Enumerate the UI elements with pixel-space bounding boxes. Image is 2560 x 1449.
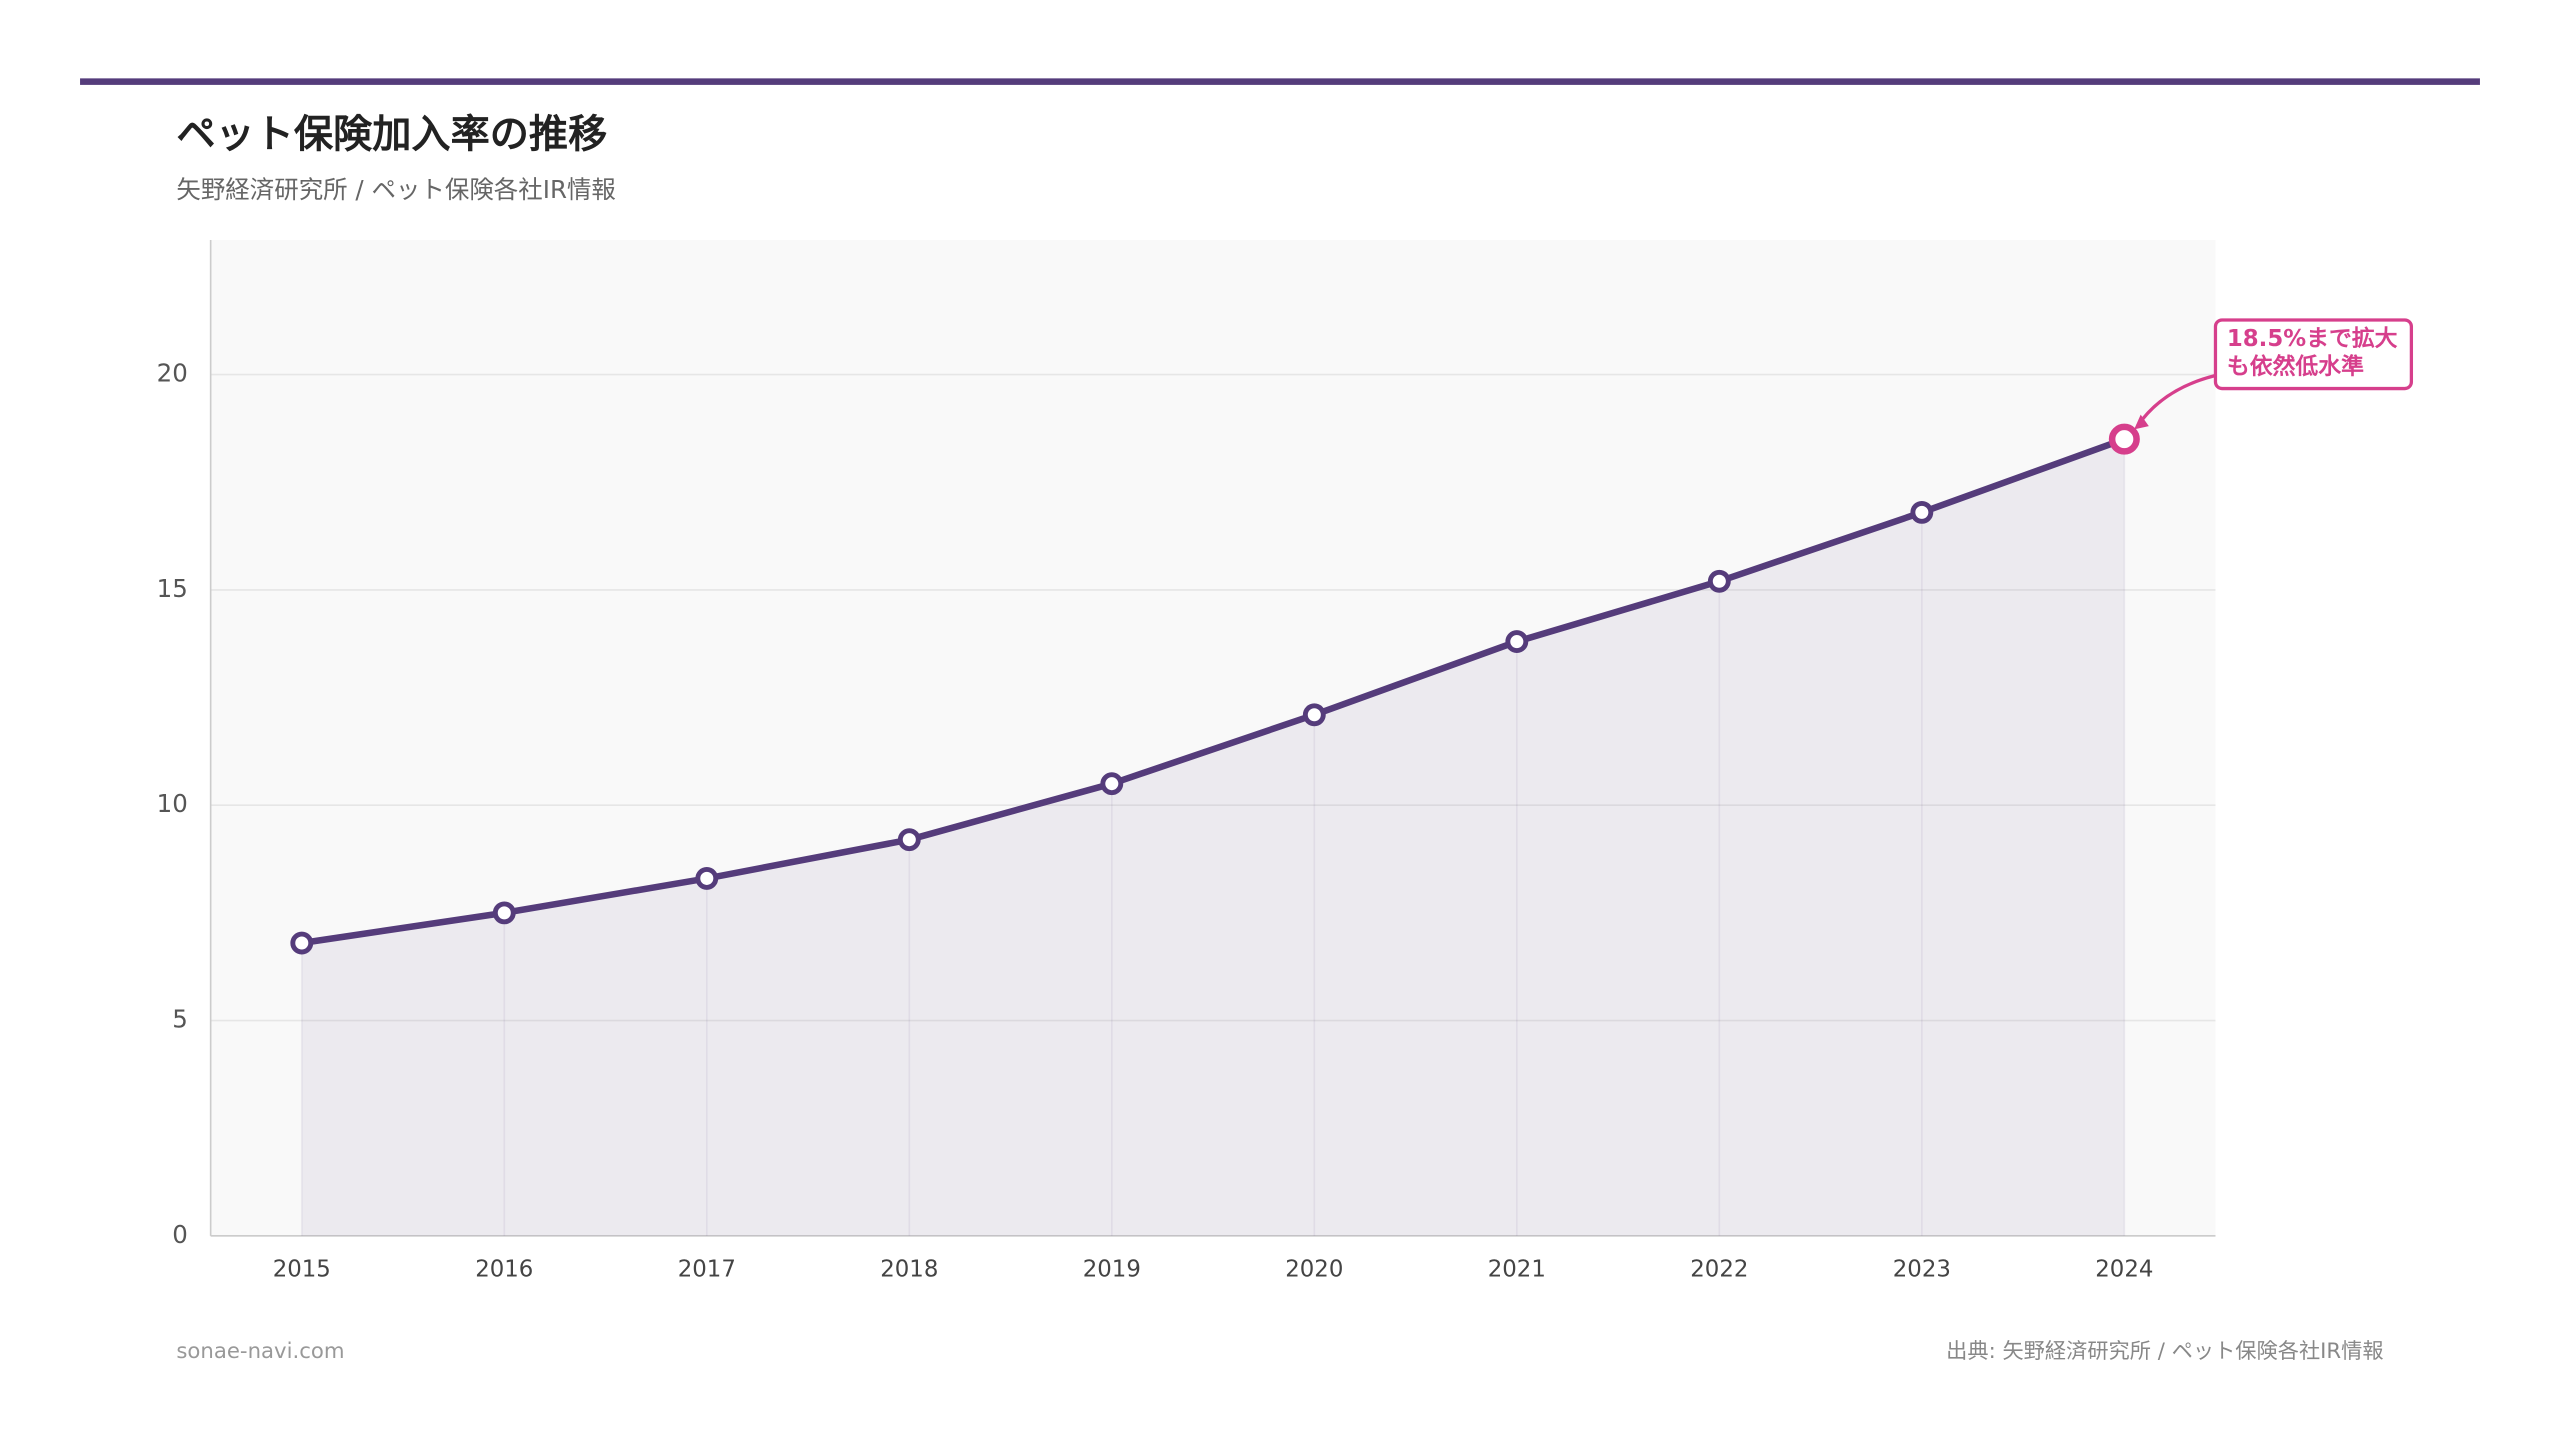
y-tick-label: 15	[157, 574, 188, 603]
y-tick-label: 20	[157, 359, 188, 388]
chart-subtitle: 矢野経済研究所 / ペット保険各社IR情報	[176, 175, 616, 204]
x-tick-label: 2020	[1285, 1257, 1343, 1283]
annotation-arrowhead	[2134, 414, 2149, 430]
point	[2108, 423, 2140, 455]
point	[1302, 703, 1326, 727]
point	[492, 901, 516, 925]
x-tick-label: 2019	[1083, 1257, 1141, 1283]
x-tick-label: 2024	[2095, 1257, 2153, 1283]
footer-left: sonae-navi.com	[176, 1339, 344, 1364]
y-tick-label: 10	[157, 789, 188, 818]
footer-right: 出典: 矢野経済研究所 / ペット保険各社IR情報	[1946, 1339, 2383, 1364]
y-tick-label: 5	[172, 1005, 188, 1034]
annotation-text: も依然低水準	[2227, 353, 2364, 380]
area	[301, 439, 2125, 1236]
point	[897, 828, 921, 852]
x-tick-label: 2022	[1690, 1257, 1748, 1283]
point	[1910, 500, 1934, 524]
x-tick-label: 2015	[273, 1257, 331, 1283]
x-tick-label: 2016	[475, 1257, 533, 1283]
x-tick-label: 2021	[1488, 1257, 1546, 1283]
line	[301, 436, 2126, 947]
chart-title: ペット保険加入率の推移	[176, 113, 607, 158]
annotation-box	[2213, 318, 2414, 391]
plot-area	[210, 239, 2216, 1236]
x-tick-label: 2017	[678, 1257, 736, 1283]
point	[290, 931, 314, 955]
top-bar	[80, 78, 2480, 85]
point	[1505, 630, 1529, 653]
point	[1100, 772, 1124, 796]
y-tick-label: 0	[172, 1220, 188, 1249]
x-tick-label: 2023	[1893, 1257, 1951, 1283]
annotation-text: 18.5%まで拡大	[2227, 326, 2398, 352]
point	[1707, 569, 1731, 593]
point	[695, 866, 719, 890]
x-tick-label: 2018	[880, 1257, 938, 1283]
